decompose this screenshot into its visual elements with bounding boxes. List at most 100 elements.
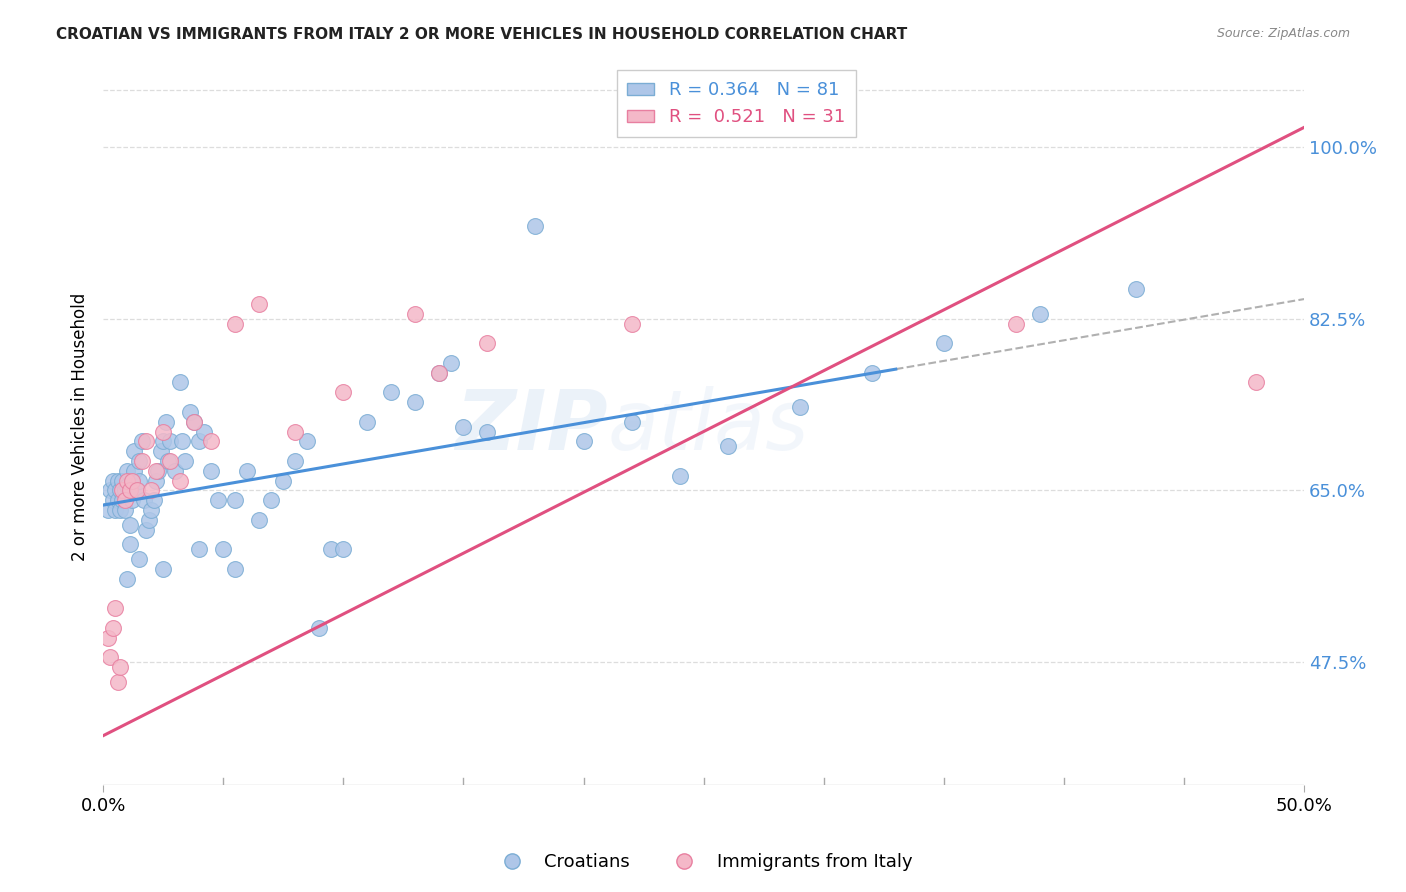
Point xyxy=(115,474,138,488)
Point xyxy=(128,552,150,566)
Point xyxy=(97,631,120,645)
Point xyxy=(128,474,150,488)
Point xyxy=(159,454,181,468)
Point xyxy=(98,483,121,498)
Point xyxy=(284,425,307,439)
Point xyxy=(142,493,165,508)
Point xyxy=(101,621,124,635)
Point xyxy=(668,468,690,483)
Point xyxy=(440,356,463,370)
Point xyxy=(108,503,131,517)
Point xyxy=(224,493,246,508)
Point xyxy=(260,493,283,508)
Point xyxy=(131,434,153,449)
Point xyxy=(572,434,595,449)
Point xyxy=(97,503,120,517)
Point xyxy=(101,493,124,508)
Point xyxy=(131,454,153,468)
Point xyxy=(308,621,330,635)
Point xyxy=(121,474,143,488)
Point xyxy=(124,464,146,478)
Point xyxy=(169,474,191,488)
Point xyxy=(159,434,181,449)
Point xyxy=(169,376,191,390)
Text: ZIP: ZIP xyxy=(456,386,607,467)
Point xyxy=(114,493,136,508)
Legend: Croatians, Immigrants from Italy: Croatians, Immigrants from Italy xyxy=(486,847,920,879)
Point xyxy=(115,572,138,586)
Point xyxy=(111,483,134,498)
Point xyxy=(620,317,643,331)
Point xyxy=(188,542,211,557)
Point xyxy=(149,444,172,458)
Point xyxy=(145,474,167,488)
Point xyxy=(224,562,246,576)
Point xyxy=(1125,282,1147,296)
Point xyxy=(224,317,246,331)
Point xyxy=(165,464,187,478)
Point xyxy=(132,493,155,508)
Point xyxy=(135,523,157,537)
Text: atlas: atlas xyxy=(607,386,808,467)
Point xyxy=(155,415,177,429)
Point xyxy=(183,415,205,429)
Point xyxy=(188,434,211,449)
Point xyxy=(114,483,136,498)
Point xyxy=(124,444,146,458)
Point xyxy=(145,464,167,478)
Point xyxy=(108,660,131,674)
Point xyxy=(524,219,547,233)
Point xyxy=(173,454,195,468)
Point xyxy=(284,454,307,468)
Point xyxy=(429,366,451,380)
Legend: R = 0.364   N = 81, R =  0.521   N = 31: R = 0.364 N = 81, R = 0.521 N = 31 xyxy=(617,70,856,137)
Point xyxy=(717,439,740,453)
Point xyxy=(107,474,129,488)
Point xyxy=(179,405,201,419)
Point xyxy=(104,503,127,517)
Point xyxy=(121,493,143,508)
Point xyxy=(125,483,148,498)
Point xyxy=(125,483,148,498)
Point xyxy=(128,454,150,468)
Point xyxy=(183,415,205,429)
Point xyxy=(404,395,426,409)
Point xyxy=(152,562,174,576)
Point xyxy=(212,542,235,557)
Point xyxy=(118,483,141,498)
Point xyxy=(172,434,194,449)
Point xyxy=(477,425,499,439)
Point xyxy=(429,366,451,380)
Point xyxy=(118,537,141,551)
Point xyxy=(107,674,129,689)
Point xyxy=(156,454,179,468)
Point xyxy=(108,483,131,498)
Point xyxy=(932,336,955,351)
Point xyxy=(152,425,174,439)
Point xyxy=(111,474,134,488)
Point xyxy=(141,483,163,498)
Point xyxy=(148,464,170,478)
Point xyxy=(104,483,127,498)
Point xyxy=(101,474,124,488)
Point xyxy=(118,517,141,532)
Point xyxy=(453,419,475,434)
Text: Source: ZipAtlas.com: Source: ZipAtlas.com xyxy=(1216,27,1350,40)
Point xyxy=(332,385,354,400)
Point xyxy=(152,434,174,449)
Point xyxy=(200,434,222,449)
Point xyxy=(115,478,138,492)
Text: CROATIAN VS IMMIGRANTS FROM ITALY 2 OR MORE VEHICLES IN HOUSEHOLD CORRELATION CH: CROATIAN VS IMMIGRANTS FROM ITALY 2 OR M… xyxy=(56,27,907,42)
Point xyxy=(860,366,883,380)
Point xyxy=(477,336,499,351)
Point xyxy=(104,601,127,615)
Point xyxy=(193,425,215,439)
Point xyxy=(200,464,222,478)
Point xyxy=(332,542,354,557)
Point xyxy=(236,464,259,478)
Point xyxy=(620,415,643,429)
Point xyxy=(114,503,136,517)
Point xyxy=(107,493,129,508)
Point xyxy=(297,434,319,449)
Point xyxy=(111,493,134,508)
